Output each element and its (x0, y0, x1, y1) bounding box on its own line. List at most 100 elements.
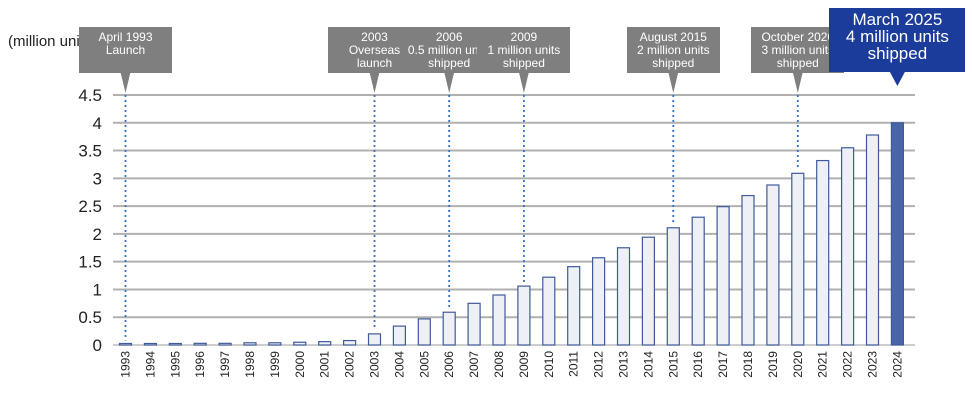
bar (517, 285, 531, 346)
x-tick-label: 2006 (442, 351, 456, 378)
x-tick-label: 1995 (168, 351, 182, 378)
callout-text-line: April 1993 (98, 30, 153, 44)
x-tick-label: 2020 (791, 351, 805, 378)
bar (716, 206, 730, 346)
callout-text-line: Launch (105, 43, 146, 57)
x-tick-label: 2003 (368, 351, 382, 378)
x-tick-label: 2022 (841, 351, 855, 378)
y-tick-label: 0.5 (78, 308, 102, 327)
bar (691, 216, 705, 346)
callout-pointer (369, 72, 380, 93)
x-tick-label: 2016 (691, 351, 705, 378)
callout-text-line: 2 million units (636, 43, 710, 57)
x-tick-label: 1997 (218, 351, 232, 378)
x-tick-label: 2002 (343, 351, 357, 378)
callout-1993: April 1993 Launch (79, 27, 172, 73)
x-tick-label: 2009 (517, 351, 531, 378)
callout-pointer (444, 72, 455, 93)
bar (118, 342, 133, 346)
x-tick-label: 2024 (890, 351, 904, 378)
y-tick-label: 3 (93, 169, 102, 188)
x-tick-label: 1996 (193, 351, 207, 378)
callout-text-line: shipped (428, 56, 471, 70)
y-tick-label: 1 (93, 280, 102, 299)
bar (268, 342, 282, 346)
callout-text-line: 2009 (510, 30, 538, 44)
bar (293, 341, 307, 346)
bar (616, 247, 631, 346)
bar (442, 311, 456, 346)
bar (343, 339, 357, 346)
callout-text-line: launch (356, 56, 393, 70)
x-tick-label: 2015 (666, 351, 680, 378)
bar (318, 341, 332, 346)
y-tick-label: 0 (93, 336, 102, 355)
bar (890, 122, 905, 346)
x-axis-ticks: 1993 1994 1995 1996 1997 1998 1999 2000 2001 2002… (119, 351, 905, 378)
callout-text-line: Overseas (348, 43, 401, 57)
callout-text-line: 3 million units (761, 43, 835, 57)
x-tick-label: 2013 (617, 351, 631, 378)
annotation-marker-lines (124, 95, 799, 341)
x-tick-label: 2017 (716, 351, 730, 378)
gridlines (113, 94, 915, 346)
callout-text-line: shipped (502, 56, 545, 70)
bar (741, 194, 755, 346)
x-tick-label: 2014 (641, 351, 655, 378)
bar (791, 172, 805, 346)
callout-text-line: 4 million units (845, 27, 949, 46)
bar (467, 302, 481, 346)
x-tick-label: 2021 (816, 351, 830, 378)
x-tick-label: 2005 (417, 351, 431, 378)
callout-pointer (792, 72, 803, 93)
bar (143, 342, 157, 346)
x-tick-label: 2010 (542, 351, 556, 378)
x-tick-label: 1999 (268, 351, 282, 378)
bar (392, 325, 406, 346)
bar (218, 342, 232, 346)
bar (591, 257, 606, 346)
y-tick-label: 3.5 (78, 142, 102, 161)
callout-text-line: 2003 (361, 30, 388, 44)
bar (243, 342, 257, 346)
callout-2015: August 2015 2 million units shipped (626, 27, 720, 73)
bar (840, 147, 855, 346)
callout-pointer (668, 72, 679, 93)
callout-text-line: 1 million units (487, 43, 561, 57)
callout-text-line: 0.5 million units (407, 43, 491, 57)
x-tick-label: 2023 (866, 351, 880, 378)
callout-text-line: shipped (867, 44, 928, 63)
x-tick-label: 2012 (592, 351, 606, 378)
y-tick-label: 2.5 (78, 197, 102, 216)
x-tick-label: 2011 (567, 351, 581, 377)
bar (816, 159, 830, 346)
callout-pointer (120, 72, 131, 93)
y-tick-label: 2 (93, 225, 102, 244)
x-tick-label: 2019 (766, 351, 780, 378)
x-tick-label: 1993 (119, 351, 133, 378)
x-tick-label: 2007 (467, 351, 481, 378)
y-tick-label: 4 (93, 114, 102, 133)
bar (542, 276, 556, 346)
callout-pointers (120, 71, 906, 93)
bar (865, 134, 880, 346)
callout-2020: October 2020 3 million units shipped (751, 27, 845, 73)
bar-series (118, 122, 905, 346)
callout-2009: 2009 1 million units shipped (477, 27, 571, 73)
callout-text-line: shipped (776, 56, 819, 70)
y-axis-ticks: 0 0.5 1 1.5 2 2.5 3 3.5 4 4.5 (78, 86, 102, 355)
x-tick-label: 2018 (741, 351, 755, 378)
bar (492, 294, 506, 346)
x-tick-label: 2001 (318, 351, 332, 378)
y-axis-unit-label: (million units) (8, 33, 97, 50)
bar (417, 318, 431, 346)
y-tick-label: 1.5 (78, 253, 102, 272)
x-tick-label: 2008 (492, 351, 506, 378)
bar (168, 342, 182, 346)
x-tick-label: 1994 (143, 351, 157, 378)
bar (641, 236, 656, 346)
callout-text-line: March 2025 (852, 10, 943, 29)
callout-text-line: August 2015 (639, 30, 707, 44)
x-tick-label: 1998 (243, 351, 257, 378)
